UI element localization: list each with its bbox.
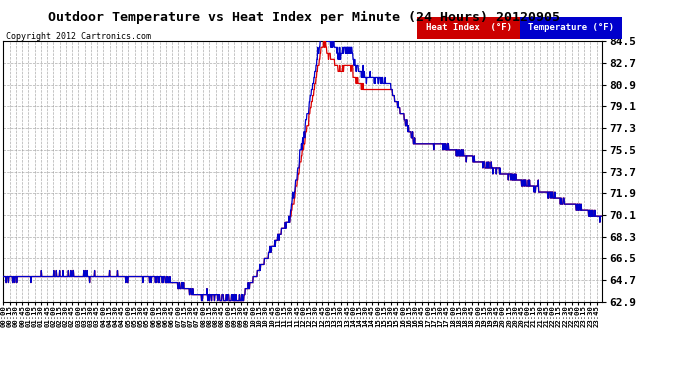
Text: Temperature (°F): Temperature (°F) (528, 23, 613, 32)
Text: Heat Index  (°F): Heat Index (°F) (426, 23, 511, 32)
Text: Outdoor Temperature vs Heat Index per Minute (24 Hours) 20120905: Outdoor Temperature vs Heat Index per Mi… (48, 11, 560, 24)
Text: Copyright 2012 Cartronics.com: Copyright 2012 Cartronics.com (6, 32, 150, 41)
